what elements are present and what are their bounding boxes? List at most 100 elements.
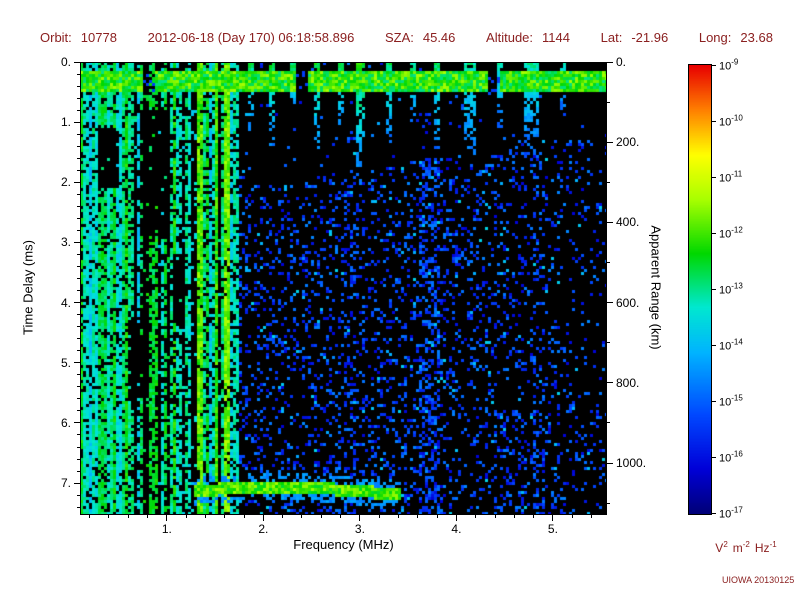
credit-text: UIOWA 20130125	[722, 575, 795, 585]
unit-part: Hz-1	[754, 540, 777, 555]
y-axis-minor-tick	[77, 290, 80, 292]
latitude-value: -21.96	[631, 30, 669, 45]
colorbar-tick	[712, 176, 716, 178]
y-axis-minor-tick	[77, 386, 80, 388]
x-axis-minor-tick	[513, 515, 515, 518]
x-axis-minor-tick	[398, 515, 400, 518]
x-axis-minor-tick	[185, 515, 187, 518]
header-info: Orbit: 10778 2012-06-18 (Day 170) 06:18:…	[40, 30, 773, 45]
colorbar-tick	[712, 288, 716, 290]
colorbar	[688, 64, 712, 515]
x-axis-minor-tick	[127, 515, 129, 518]
y-axis-minor-tick	[77, 434, 80, 436]
right-axis-minor-tick	[607, 262, 610, 264]
colorbar-tick-label: 10-17	[719, 505, 743, 521]
x-axis-minor-tick	[436, 515, 438, 518]
x-axis-minor-tick	[340, 515, 342, 518]
right-axis-tick	[607, 382, 613, 384]
y-axis-tick	[74, 302, 80, 304]
y-axis-minor-tick	[77, 374, 80, 376]
colorbar-tick	[712, 512, 716, 514]
x-axis-tick	[552, 515, 554, 521]
altitude-label: Altitude:	[486, 30, 534, 45]
y-axis-minor-tick	[77, 338, 80, 340]
y-axis-minor-tick	[77, 97, 80, 99]
longitude-group: Long: 23.68	[699, 30, 773, 45]
unit-part: m-2	[732, 540, 750, 555]
y-axis-minor-tick	[77, 205, 80, 207]
x-axis-tick-label: 2.	[258, 522, 269, 536]
x-axis-label-frequency: Frequency (MHz)	[293, 537, 394, 552]
y-axis-tick	[74, 121, 80, 123]
x-axis-minor-tick	[301, 515, 303, 518]
right-axis-tick-label: 600.	[616, 295, 640, 310]
unit-part: V2	[715, 540, 728, 555]
x-axis-minor-tick	[533, 515, 535, 518]
x-axis-tick	[166, 515, 168, 521]
x-axis-minor-tick	[108, 515, 110, 518]
right-axis-minor-tick	[607, 342, 610, 344]
x-axis-minor-tick	[204, 515, 206, 518]
right-axis-tick	[607, 462, 613, 464]
sza-value: 45.46	[422, 30, 456, 45]
y-axis-tick-label: 6.	[60, 415, 71, 430]
x-axis-minor-tick	[571, 515, 573, 518]
y-axis-tick-label: 2.	[60, 175, 71, 190]
y-axis-minor-tick	[77, 217, 80, 219]
colorbar-tick-label: 10-13	[719, 281, 743, 297]
colorbar-tick	[712, 344, 716, 346]
colorbar-tick	[712, 456, 716, 458]
colorbar-tick-label: 10-11	[719, 169, 743, 185]
datetime-value: 2012-06-18 (Day 170) 06:18:58.896	[147, 30, 355, 45]
y-axis-minor-tick	[77, 314, 80, 316]
y-axis-minor-tick	[77, 398, 80, 400]
right-axis-tick-label: 400.	[616, 215, 640, 230]
y-axis-minor-tick	[77, 494, 80, 496]
y-axis-minor-tick	[77, 133, 80, 135]
latitude-label: Lat:	[600, 30, 623, 45]
colorbar-tick	[712, 232, 716, 234]
right-axis-minor-tick	[607, 422, 610, 424]
y-axis-tick	[74, 422, 80, 424]
sza-group: SZA: 45.46	[385, 30, 455, 45]
x-axis-tick	[359, 515, 361, 521]
y-axis-tick-label: 1.	[60, 115, 71, 130]
x-axis-tick-label: 3.	[354, 522, 365, 536]
y-axis-tick	[74, 61, 80, 63]
right-axis-tick	[607, 141, 613, 143]
x-axis-minor-tick	[89, 515, 91, 518]
colorbar-tick-label: 10-15	[719, 393, 743, 409]
y-axis-tick	[74, 241, 80, 243]
longitude-label: Long:	[698, 30, 732, 45]
right-axis-tick	[607, 302, 613, 304]
y-axis-minor-tick	[77, 326, 80, 328]
colorbar-tick-label: 10-9	[719, 57, 739, 73]
y-axis-label-time-delay: Time Delay (ms)	[20, 240, 36, 335]
y-axis-minor-tick	[77, 470, 80, 472]
right-axis-tick-label: 1000.	[616, 456, 647, 471]
orbit-value: 10778	[80, 30, 117, 45]
colorbar-tick	[712, 64, 716, 66]
right-axis-minor-tick	[607, 181, 610, 183]
y-axis-minor-tick	[77, 85, 80, 87]
latitude-group: Lat: -21.96	[601, 30, 669, 45]
y-axis-minor-tick	[77, 266, 80, 268]
y-axis-minor-tick	[77, 446, 80, 448]
x-axis-tick	[455, 515, 457, 521]
y-axis-minor-tick	[77, 73, 80, 75]
y-axis-minor-tick	[77, 193, 80, 195]
right-axis-tick-label: 800.	[616, 375, 640, 390]
x-axis-minor-tick	[243, 515, 245, 518]
y-axis-label-apparent-range: Apparent Range (km)	[648, 225, 664, 350]
y-axis-minor-tick	[77, 254, 80, 255]
colorbar-tick-label: 10-10	[719, 113, 743, 129]
altitude-value: 1144	[542, 30, 570, 45]
x-axis-minor-tick	[417, 515, 419, 518]
y-axis-tick-label: 0.	[60, 55, 71, 69]
right-axis-minor-tick	[607, 101, 610, 103]
ionogram-heatmap	[80, 62, 607, 515]
right-axis-tick-label: 200.	[616, 135, 640, 150]
colorbar-tick-label: 10-16	[719, 449, 743, 465]
x-axis-tick-label: 1.	[161, 522, 172, 536]
y-axis-tick-label: 3.	[60, 235, 71, 250]
